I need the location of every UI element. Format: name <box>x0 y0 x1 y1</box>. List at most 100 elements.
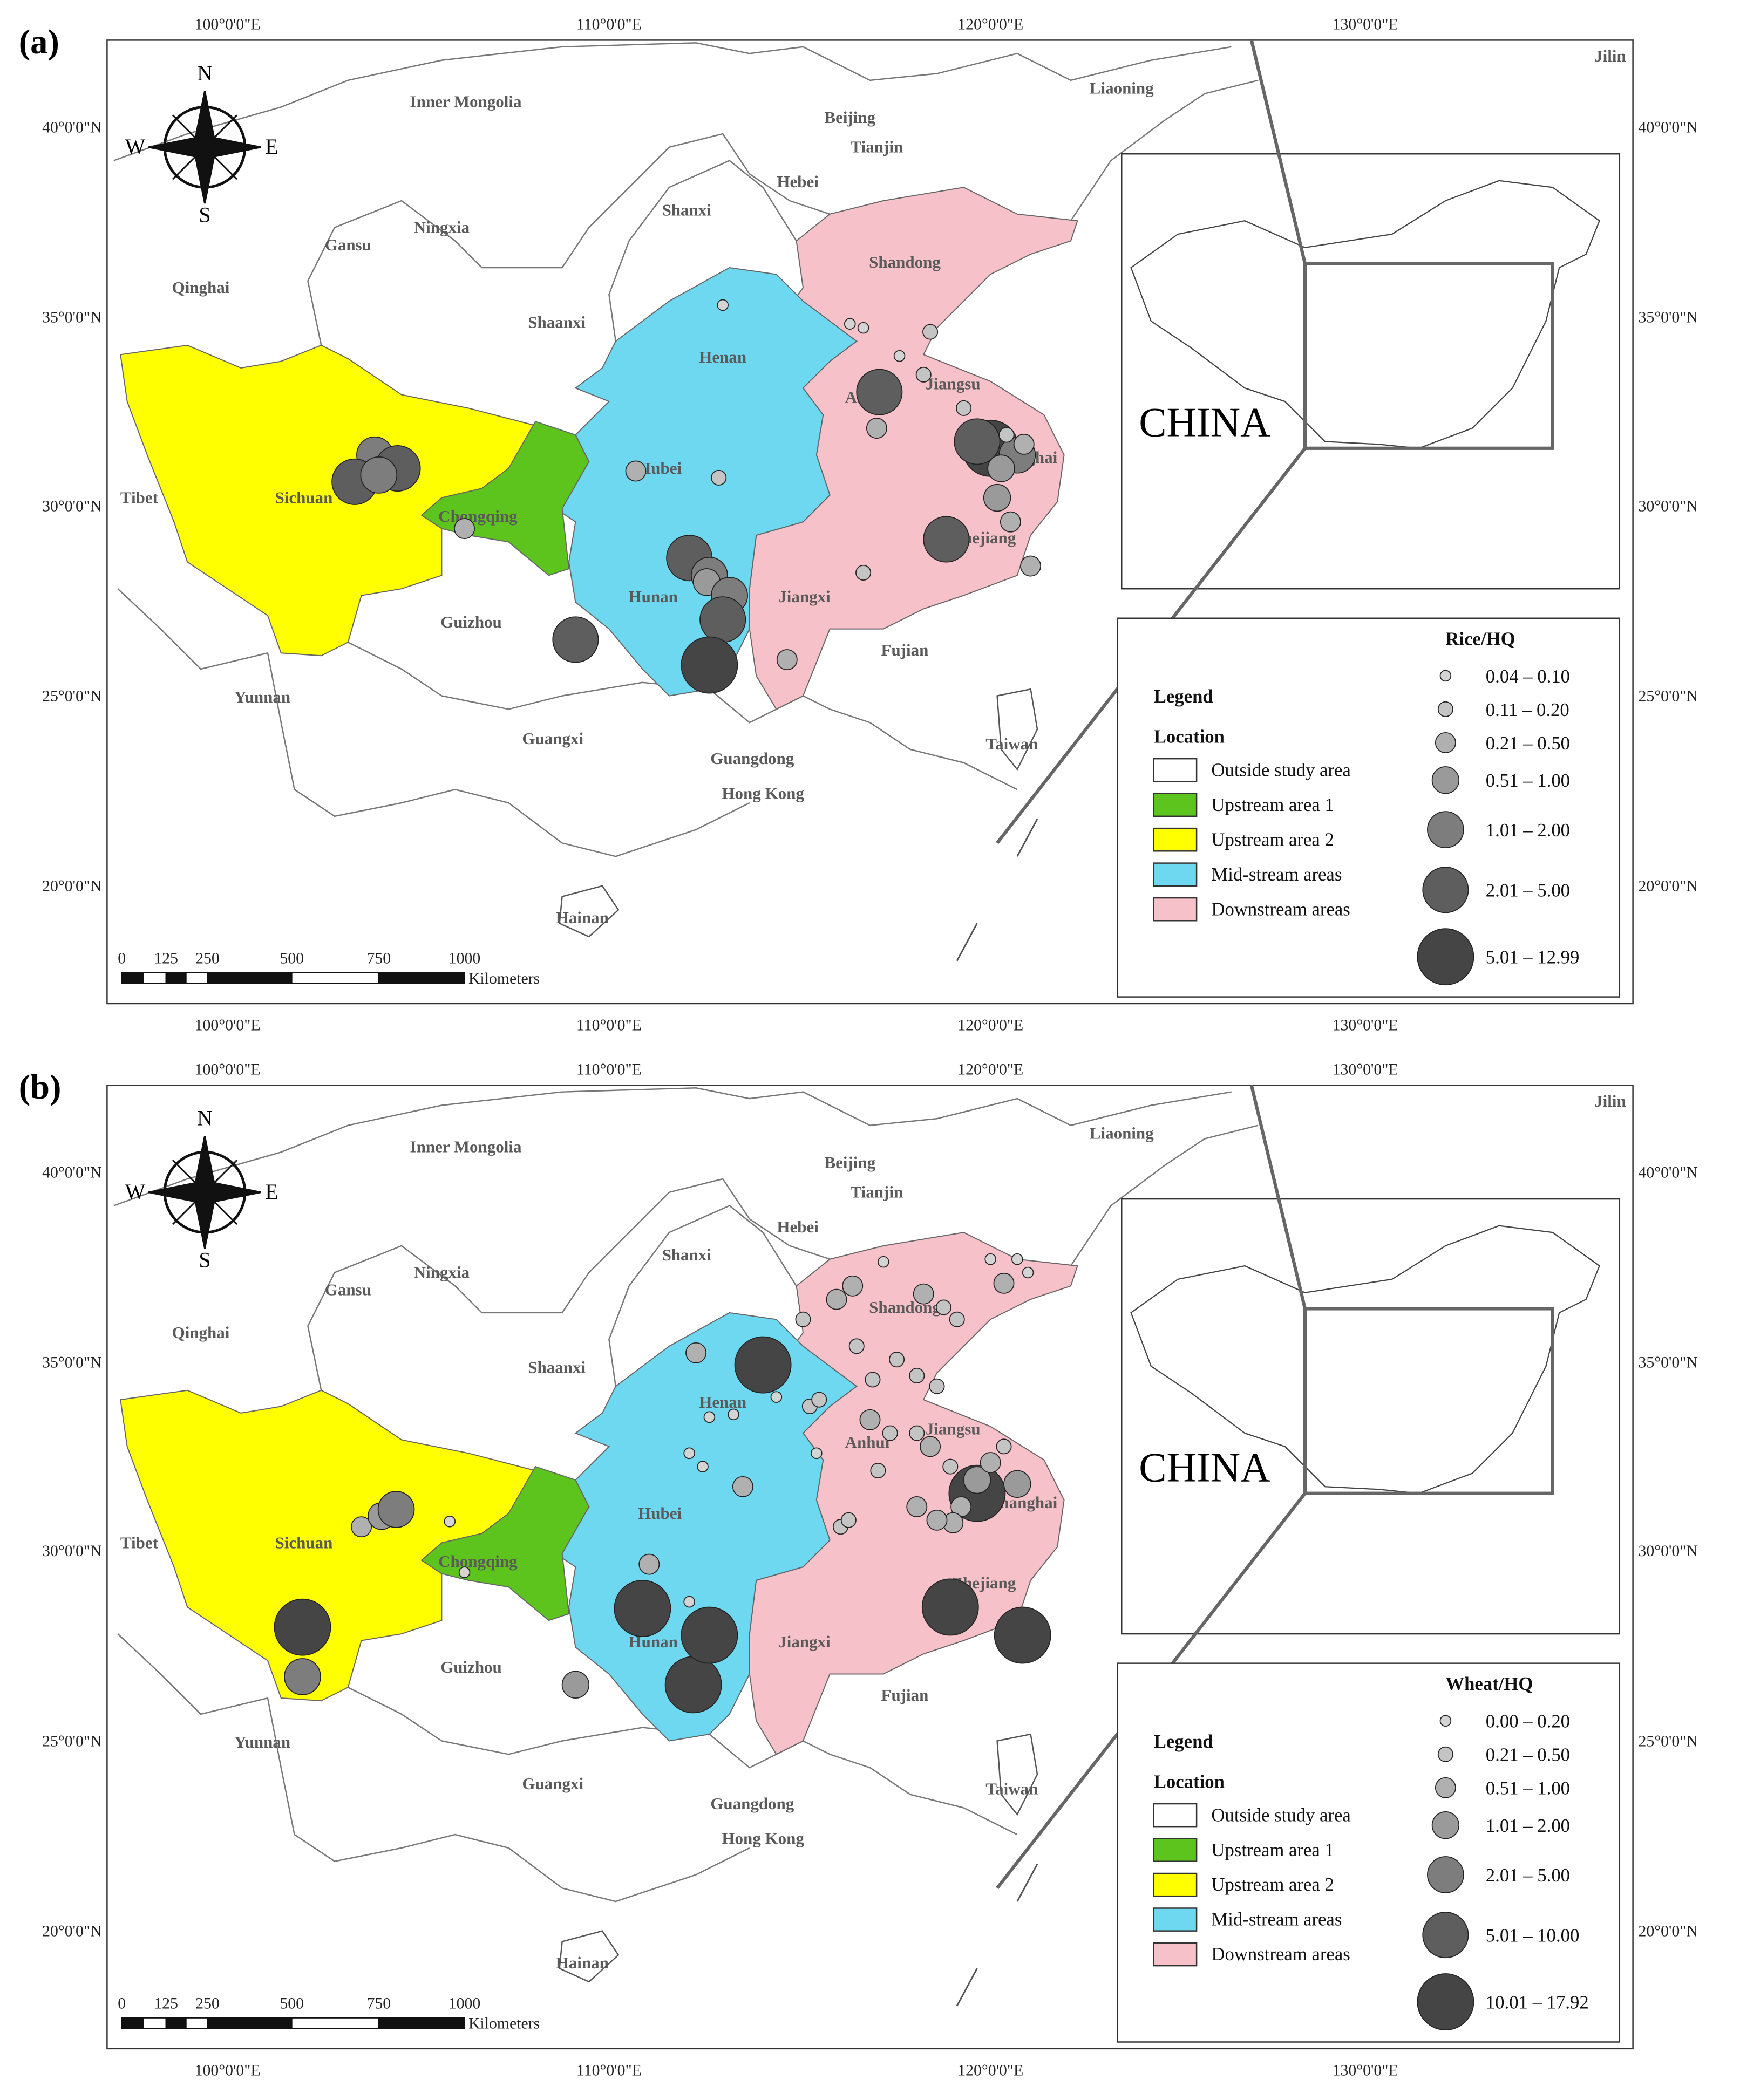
scale-bar-segment <box>121 2017 144 2029</box>
province-border <box>267 653 750 857</box>
legend-swatch <box>1153 793 1198 817</box>
compass-rose <box>148 1136 261 1249</box>
legend-size-symbol <box>1417 1973 1474 2031</box>
scale-bar-segment <box>185 2017 208 2029</box>
sample-site <box>848 1338 865 1354</box>
province-border <box>117 1633 268 1715</box>
taiwan-island <box>996 688 1038 771</box>
legend-label: Mid-stream areas <box>1211 1909 1342 1930</box>
latitude-label: 25°0'0"N <box>42 1732 101 1750</box>
panel-label: (a) <box>19 23 59 61</box>
legend-size-label: 1.01 – 2.00 <box>1486 1815 1570 1836</box>
province-border <box>348 1687 804 1769</box>
scale-bar-segment <box>142 2017 167 2029</box>
longitude-label: 130°0'0"E <box>1333 1060 1398 1078</box>
sample-site <box>866 418 887 439</box>
legend-label: Downstream areas <box>1211 898 1350 919</box>
province-label: Beijing <box>824 108 875 127</box>
upstream-area-1 <box>420 421 590 576</box>
latitude-label: 30°0'0"N <box>42 1542 101 1560</box>
sample-site <box>935 1299 951 1315</box>
legend-size-label: 5.01 – 10.00 <box>1486 1925 1580 1946</box>
islands <box>956 1863 1038 2007</box>
sample-site <box>681 636 738 694</box>
inset-extent <box>1303 262 1554 450</box>
sample-site <box>926 1509 948 1531</box>
sample-site <box>683 1596 695 1608</box>
province-label: Hong Kong <box>722 784 804 803</box>
legend-size-symbol <box>1422 867 1469 913</box>
legend-size-label: 1.01 – 2.00 <box>1486 820 1570 841</box>
province-border <box>803 695 1018 790</box>
province-label: Hunan <box>629 587 678 606</box>
compass-rose <box>148 91 261 204</box>
sample-site <box>795 1311 811 1327</box>
legend-size-symbol <box>1422 1912 1469 1959</box>
compass-letter: S <box>199 1249 210 1272</box>
province-label: Fujian <box>881 640 929 659</box>
sample-site <box>664 1656 722 1714</box>
province-label: Tibet <box>120 1533 159 1552</box>
longitude-label: 110°0'0"E <box>576 16 642 33</box>
province-label: Shanxi <box>662 200 712 219</box>
inset-frame <box>1121 1198 1621 1635</box>
sample-site <box>983 483 1011 512</box>
province-label: Tianjin <box>851 138 903 156</box>
longitude-label: 130°0'0"E <box>1333 16 1398 33</box>
legend-size-symbol <box>1431 1811 1460 1839</box>
longitude-label: 100°0'0"E <box>195 2061 261 2079</box>
legend-size-label: 0.00 – 0.20 <box>1486 1711 1570 1732</box>
legend-box <box>1117 1662 1621 2043</box>
province-label: Hong Kong <box>722 1829 804 1847</box>
legend-size-label: 0.04 – 0.10 <box>1486 666 1570 687</box>
latitude-label: 40°0'0"N <box>42 119 101 137</box>
latitude-label: 20°0'0"N <box>1639 877 1698 895</box>
scale-bar-segment <box>291 2017 379 2029</box>
scale-tick-label: 125 <box>154 950 178 967</box>
latitude-label: 30°0'0"N <box>1639 1542 1698 1560</box>
province-label: Jilin <box>1594 1092 1626 1110</box>
sample-site <box>865 1372 881 1388</box>
sample-site <box>993 1272 1015 1294</box>
legend-swatch <box>1153 1838 1198 1862</box>
province-label: Jiangxi <box>778 587 831 606</box>
inset-label: CHINA <box>1139 399 1270 445</box>
latitude-label: 40°0'0"N <box>42 1163 101 1181</box>
province-border <box>348 642 804 724</box>
scale-tick-label: 0 <box>118 1994 126 2012</box>
legend-size-symbol <box>1427 811 1464 848</box>
legend-label: Outside study area <box>1211 759 1350 780</box>
sample-site <box>561 1671 590 1699</box>
longitude-label: 130°0'0"E <box>1333 1017 1398 1034</box>
sample-site <box>913 1283 934 1305</box>
sample-site <box>987 454 1015 482</box>
province-label: Hebei <box>777 172 819 191</box>
sample-site <box>732 1476 753 1497</box>
sample-site <box>1022 1266 1034 1279</box>
legend-size-symbol <box>1437 701 1453 717</box>
province-border <box>608 1205 797 1387</box>
latitude-label: 35°0'0"N <box>42 309 101 326</box>
latitude-label: 35°0'0"N <box>42 1354 101 1372</box>
sample-site <box>956 400 972 416</box>
latitude-label: 40°0'0"N <box>1639 1163 1698 1181</box>
islands <box>956 819 1038 962</box>
inset-label: CHINA <box>1139 1444 1270 1490</box>
longitude-label: 100°0'0"E <box>195 1017 261 1034</box>
province-label: Gansu <box>325 1280 371 1299</box>
province-label: Henan <box>699 1393 746 1412</box>
compass-letter: S <box>199 203 210 227</box>
province-label: Shandong <box>869 253 941 271</box>
scale-bar-segment <box>291 972 379 984</box>
province-label: Liaoning <box>1090 79 1154 98</box>
scale-tick-label: 1000 <box>448 950 481 967</box>
sample-site <box>274 1598 331 1656</box>
province-border <box>803 1740 1018 1836</box>
sample-site <box>909 1367 925 1383</box>
province-label: Shanxi <box>662 1245 712 1264</box>
legend-size-symbol <box>1439 670 1452 682</box>
legend-swatch <box>1153 827 1198 852</box>
hainan-island <box>559 1930 620 1983</box>
latitude-label: 25°0'0"N <box>42 687 101 705</box>
